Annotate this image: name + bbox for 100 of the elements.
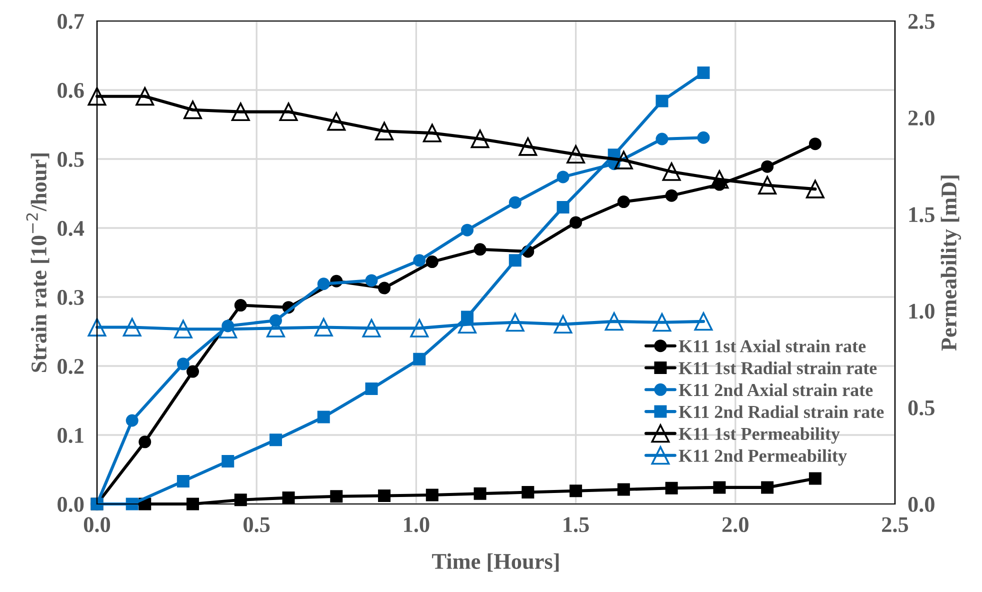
point: [656, 132, 668, 146]
point: [176, 474, 190, 488]
point: [234, 299, 247, 312]
y-axis-title: Strain rate [10$^{−2}$/hour]: [26, 154, 50, 372]
point: [474, 243, 486, 256]
point: [378, 282, 391, 294]
point: [138, 436, 152, 448]
y-tick-label: 0.6: [58, 82, 84, 98]
point: [758, 176, 777, 194]
y2-tick-label: 2.5: [908, 14, 934, 30]
point: [270, 434, 282, 446]
point: [122, 318, 142, 336]
point: [713, 481, 726, 494]
point: [279, 102, 298, 122]
point: [470, 130, 490, 148]
point: [375, 122, 394, 140]
point: [282, 492, 295, 504]
point: [317, 278, 330, 290]
point: [556, 170, 570, 184]
point: [136, 87, 154, 106]
y2-tick-label: 0.0: [908, 496, 934, 512]
point: [761, 481, 774, 494]
point: [422, 124, 442, 142]
point: [88, 318, 106, 336]
point: [126, 414, 138, 427]
point: [234, 494, 247, 506]
point: [186, 365, 200, 378]
point: [426, 256, 438, 268]
x-tick-label: 1.0: [404, 517, 430, 532]
point: [174, 320, 192, 338]
point: [617, 483, 630, 496]
point: [231, 102, 250, 122]
point: [665, 482, 678, 494]
y2-tick-label: 2.0: [908, 110, 934, 126]
point: [656, 94, 668, 108]
point: [362, 318, 381, 338]
y2-tick-label: 1.5: [909, 207, 934, 222]
point: [378, 489, 391, 502]
legend-label: K11 2nd Axial strain rate: [678, 383, 873, 396]
point: [426, 488, 438, 502]
point: [808, 472, 822, 485]
point: [518, 137, 538, 156]
x-axis-title: Time [Hours]: [432, 553, 559, 572]
point: [614, 150, 633, 170]
point: [461, 224, 474, 236]
x-tick-label: 2.5: [882, 517, 908, 532]
point: [126, 498, 138, 510]
point: [184, 100, 202, 120]
point: [506, 313, 524, 332]
point: [314, 318, 333, 336]
y-tick-label: 0.5: [58, 152, 84, 168]
point: [604, 312, 624, 331]
legend-label: K11 1st Permeability: [678, 427, 840, 444]
point: [317, 410, 330, 424]
point: [410, 318, 429, 338]
point: [413, 254, 426, 267]
x-tick-label: 2.0: [722, 517, 748, 532]
y-tick-label: 0.4: [58, 220, 84, 236]
point: [554, 315, 572, 334]
point: [808, 138, 822, 150]
y-tick-label: 0.3: [58, 290, 84, 306]
legend-label: K11 2nd Permeability: [678, 449, 847, 466]
point: [327, 112, 346, 131]
point: [186, 498, 200, 510]
x-tick-label: 0.0: [84, 517, 110, 532]
point: [474, 487, 486, 500]
point: [806, 180, 824, 198]
point: [652, 313, 672, 332]
point: [522, 486, 534, 499]
point: [330, 490, 343, 503]
point: [365, 382, 378, 396]
y2-tick-label: 1.0: [909, 304, 934, 319]
y-tick-label: 0.0: [58, 496, 84, 512]
y-tick-label: 0.2: [58, 358, 84, 374]
point: [413, 352, 426, 366]
point: [222, 454, 234, 468]
point: [88, 87, 106, 106]
point: [697, 66, 710, 79]
point: [556, 201, 570, 214]
point: [570, 484, 582, 498]
legend-label: K11 2nd Radial strain rate: [678, 405, 884, 418]
point: [710, 170, 729, 189]
point: [176, 358, 190, 370]
point: [617, 196, 630, 208]
legend-label: K11 1st Radial strain rate: [678, 362, 877, 374]
y2-axis-title: Permeability [mD]: [940, 176, 962, 351]
point: [694, 312, 713, 331]
y-tick-label: 0.7: [58, 14, 84, 30]
point: [508, 196, 522, 209]
point: [665, 189, 678, 202]
point: [570, 216, 582, 229]
point: [697, 131, 710, 144]
x-tick-label: 0.5: [244, 517, 270, 532]
point: [761, 160, 774, 173]
y-tick-label: 0.1: [58, 428, 84, 444]
point: [662, 162, 681, 181]
point: [566, 145, 586, 164]
legend-label: K11 1st Axial strain rate: [678, 340, 866, 352]
y2-tick-label: 0.5: [908, 400, 934, 416]
point: [508, 254, 522, 267]
